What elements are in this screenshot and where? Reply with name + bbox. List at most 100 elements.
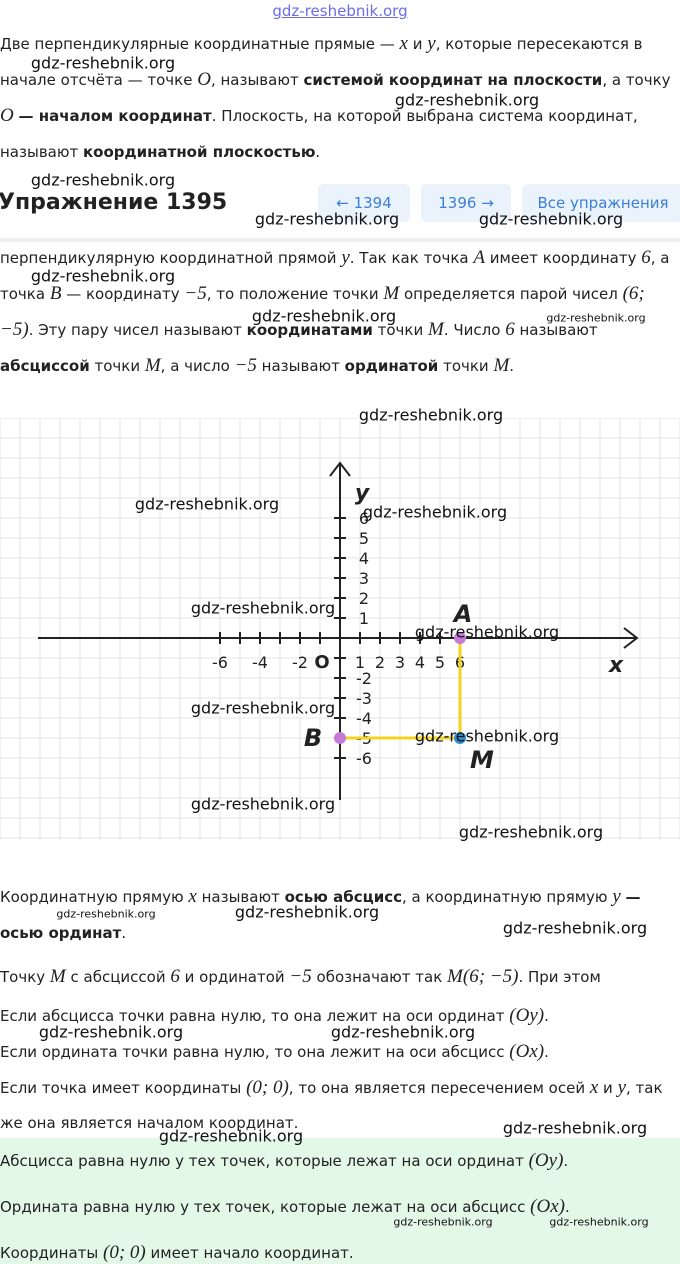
math: 6 xyxy=(170,966,180,987)
text-run: перпендикулярную координатной прямой xyxy=(0,249,342,267)
math: M xyxy=(144,355,161,376)
text-run: , а точку xyxy=(602,71,671,89)
watermark: gdz-reshebnik.org xyxy=(502,1118,648,1138)
point-label: A xyxy=(452,600,473,628)
next-label: 1396 xyxy=(438,194,477,212)
watermark: gdz-reshebnik.org xyxy=(546,311,646,325)
watermark: gdz-reshebnik.org xyxy=(254,209,400,229)
text-run: Если ордината точки равна нулю, то она л… xyxy=(0,1043,510,1061)
math: (Oy) xyxy=(509,1005,545,1026)
math: (0; 0) xyxy=(103,1242,146,1263)
watermark: gdz-reshebnik.org xyxy=(393,1215,493,1229)
watermark: gdz-reshebnik.org xyxy=(502,918,648,938)
watermark: gdz-reshebnik.org xyxy=(158,1126,304,1146)
math: A xyxy=(473,247,485,268)
text-run: Абсцисса равна нулю у тех точек, которые… xyxy=(0,1152,529,1170)
text-run: с абсциссой xyxy=(65,968,171,986)
text-run: точки xyxy=(372,321,428,339)
text-run: Точку xyxy=(0,968,50,986)
x-tick-label: -4 xyxy=(252,653,268,672)
axes-text: Координатную прямую x называют осью абсц… xyxy=(0,879,678,951)
term: — осью ординат xyxy=(0,888,641,942)
x-tick-label: 3 xyxy=(395,653,405,672)
watermark: gdz-reshebnik.org xyxy=(190,598,336,618)
math: O xyxy=(197,69,211,90)
math: O xyxy=(0,105,14,126)
math: 6 xyxy=(505,319,515,340)
text-run: . xyxy=(315,143,321,161)
text-run: называют xyxy=(256,357,345,375)
watermark: gdz-reshebnik.org xyxy=(38,1022,184,1042)
text-run: называют xyxy=(514,321,598,339)
y-tick-label: 6 xyxy=(359,509,369,528)
notation-text: Точку M с абсциссой 6 и ординатой −5 обо… xyxy=(0,959,678,995)
term: системой координат на плоскости xyxy=(303,71,603,89)
watermark: gdz-reshebnik.org xyxy=(234,902,380,922)
text-run: , то положение точки xyxy=(206,285,384,303)
all-button[interactable]: Все упражнения xyxy=(522,184,680,222)
rule: Если абсцисса точки равна нулю, то она л… xyxy=(0,998,678,1034)
term: координатной плоскостью xyxy=(82,143,316,161)
x-tick-label: 5 xyxy=(435,653,445,672)
point xyxy=(334,732,346,744)
x-tick-label: -2 xyxy=(292,653,308,672)
x-arrow xyxy=(623,627,639,649)
text-run: , а координатную прямую xyxy=(402,888,613,906)
x-tick-label: -6 xyxy=(212,653,228,672)
watermark: gdz-reshebnik.org xyxy=(190,698,336,718)
math: x xyxy=(589,1077,599,1098)
watermark: gdz-reshebnik.org xyxy=(549,1215,649,1229)
summary-box: Абсцисса равна нулю у тех точек, которые… xyxy=(0,1138,680,1264)
next-button[interactable]: 1396 → xyxy=(421,184,511,222)
term: абсциссой xyxy=(0,357,90,375)
text-run: . xyxy=(563,1152,569,1170)
text-run: имеет начало координат. xyxy=(145,1244,354,1262)
math: (0; 0) xyxy=(246,1077,289,1098)
x-axis-label: x xyxy=(608,653,624,678)
y-tick-label: -3 xyxy=(356,689,372,708)
text-run: . xyxy=(509,357,515,375)
watermark: gdz-reshebnik.org xyxy=(414,622,560,642)
exercise-title: Упражнение 1395 xyxy=(0,190,228,215)
text-run: и xyxy=(407,35,428,53)
prev-button[interactable]: ← 1394 xyxy=(318,184,410,222)
text-run: . xyxy=(544,1007,549,1025)
text-run: Координаты xyxy=(0,1244,103,1262)
watermark: gdz-reshebnik.org xyxy=(478,209,624,229)
text-run: , так же она является началом координат. xyxy=(0,1079,663,1132)
y-tick-label: 3 xyxy=(359,569,369,588)
math: y xyxy=(341,247,350,268)
text-run: имеет координату xyxy=(484,249,642,267)
text-run: , а число xyxy=(160,357,235,375)
math: M xyxy=(428,319,444,340)
math: −5 xyxy=(289,966,312,987)
x-tick-label: 2 xyxy=(375,653,385,672)
y-tick-label: -2 xyxy=(356,669,372,688)
text-run: — координату xyxy=(61,285,185,303)
math: x xyxy=(188,886,197,907)
text-run: называют xyxy=(196,888,285,906)
math: y xyxy=(427,33,436,54)
site-link[interactable]: gdz-reshebnik.org xyxy=(272,2,408,20)
math: (Ox) xyxy=(509,1041,545,1062)
text-run: . xyxy=(544,1043,549,1061)
math: M xyxy=(383,283,400,304)
watermark: gdz-reshebnik.org xyxy=(251,306,397,326)
math: 6 xyxy=(641,247,651,268)
text-run: . Плоскость, на которой выбрана система … xyxy=(0,107,638,161)
text-run: . xyxy=(564,1198,570,1216)
text-run: Координатную прямую xyxy=(0,888,189,906)
watermark: gdz-reshebnik.org xyxy=(394,90,540,110)
text-run: , которые пересекаются в начале отсчёта … xyxy=(0,35,643,89)
watermark: gdz-reshebnik.org xyxy=(30,53,176,73)
term: осью абсцисс xyxy=(284,888,402,906)
y-tick-label: 1 xyxy=(359,609,369,628)
watermark: gdz-reshebnik.org xyxy=(414,726,560,746)
rule: Если точка имеет координаты (0; 0), то о… xyxy=(0,1070,678,1141)
text-run: точки xyxy=(89,357,145,375)
text-run: и xyxy=(598,1079,618,1097)
math: (Oy) xyxy=(528,1150,564,1171)
watermark: gdz-reshebnik.org xyxy=(330,1022,476,1042)
site-link-row: gdz-reshebnik.org xyxy=(0,2,680,20)
